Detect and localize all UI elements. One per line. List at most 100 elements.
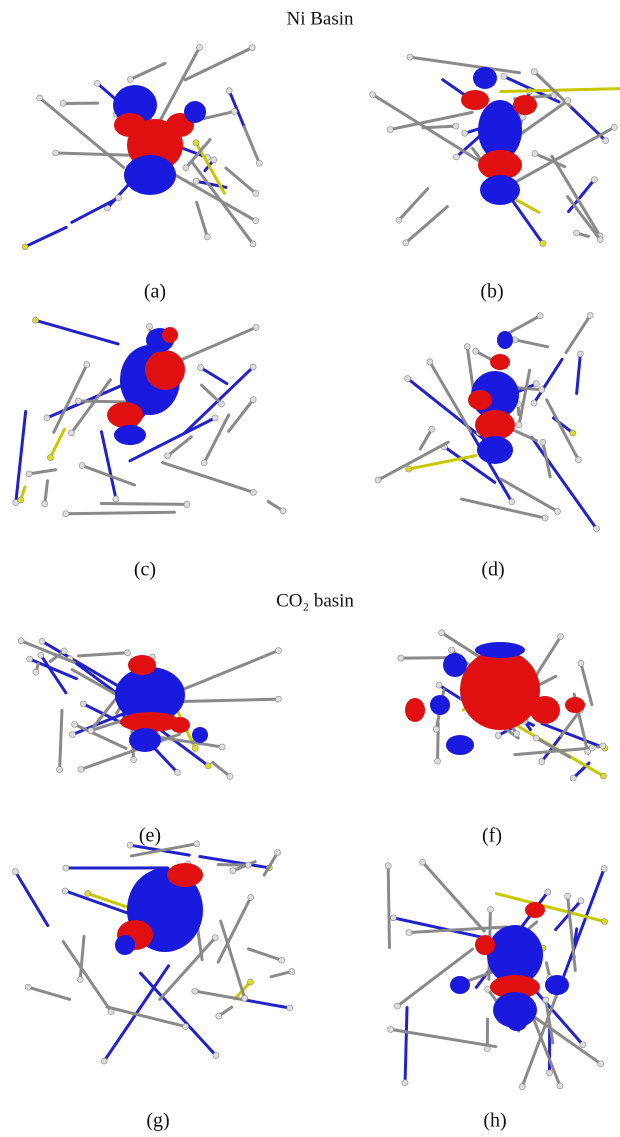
orbital-lobe	[497, 331, 513, 349]
bond	[515, 340, 548, 347]
atom	[22, 244, 28, 250]
atom	[406, 930, 412, 936]
atom	[192, 988, 198, 994]
bond	[510, 127, 614, 185]
atom	[585, 749, 591, 755]
atom	[127, 842, 133, 848]
atom	[205, 763, 211, 769]
atom	[75, 398, 81, 404]
atom	[53, 150, 59, 156]
atom	[33, 669, 39, 675]
atom	[370, 92, 376, 98]
atom	[449, 647, 455, 653]
bond	[405, 1008, 407, 1083]
bond	[401, 658, 453, 659]
atom	[433, 726, 439, 732]
atom	[230, 868, 236, 874]
atom	[587, 313, 593, 319]
bond	[423, 862, 485, 931]
atom	[78, 766, 84, 772]
molecule	[398, 630, 608, 781]
atom	[487, 906, 493, 912]
atom	[533, 381, 539, 387]
orbital-lobe	[405, 698, 425, 722]
bond	[242, 1000, 289, 1008]
bond	[430, 362, 471, 432]
orbital-lobe	[124, 155, 176, 195]
atom	[245, 862, 251, 868]
orbital-lobe	[461, 90, 489, 110]
atom	[514, 731, 520, 737]
panel-label: (h)	[483, 1110, 506, 1132]
atom	[387, 126, 393, 132]
atom	[219, 401, 225, 407]
bond	[195, 991, 242, 999]
orbital-lobe	[162, 327, 178, 343]
atom	[275, 850, 281, 856]
atom	[18, 638, 24, 644]
bond	[467, 347, 473, 390]
atom	[540, 439, 546, 445]
atom	[402, 1080, 408, 1086]
atom	[405, 376, 411, 382]
molecule	[385, 859, 607, 1090]
panel-label: (g)	[146, 1110, 169, 1132]
atom	[25, 984, 31, 990]
orbital-lobe	[192, 727, 208, 743]
atom	[250, 241, 256, 247]
bond	[72, 198, 119, 222]
atom	[501, 73, 507, 79]
atom	[37, 95, 43, 101]
orbital-lobe	[114, 113, 146, 137]
atom	[594, 526, 600, 532]
bond	[202, 385, 222, 404]
atom	[226, 88, 232, 94]
atom	[256, 160, 262, 166]
atom	[558, 634, 564, 640]
bond	[229, 91, 244, 127]
atom	[147, 324, 153, 330]
bond	[248, 949, 281, 960]
atom	[211, 157, 217, 163]
bond	[420, 429, 432, 449]
bond	[66, 512, 175, 513]
molecule	[13, 317, 286, 516]
atom	[194, 841, 200, 847]
atom	[575, 457, 581, 463]
atom	[44, 415, 50, 421]
bond	[36, 320, 119, 344]
bond	[378, 442, 448, 480]
bond	[581, 663, 592, 704]
atom	[406, 466, 412, 472]
atom	[385, 863, 391, 869]
bond	[162, 463, 253, 493]
atom	[429, 426, 435, 432]
bond	[56, 153, 132, 155]
atom	[473, 348, 479, 354]
atom	[602, 918, 608, 924]
atom	[394, 1003, 400, 1009]
atom	[600, 743, 606, 749]
orbital-lobe	[446, 735, 474, 755]
orbital-lobe	[480, 175, 520, 205]
panel-label: (c)	[134, 559, 156, 581]
atom	[453, 123, 459, 129]
atom	[192, 745, 198, 751]
orbital-lobe	[115, 935, 135, 955]
orbital-lobe	[114, 425, 146, 445]
atom	[533, 735, 539, 741]
atom	[275, 696, 281, 702]
atom	[591, 177, 597, 183]
bond	[568, 197, 601, 240]
bond	[197, 202, 208, 237]
atom	[201, 460, 207, 466]
atom	[453, 154, 459, 160]
bond	[141, 973, 216, 1055]
orbital-lobe	[490, 354, 510, 370]
atom	[464, 344, 470, 350]
atom	[543, 997, 549, 1003]
atom	[212, 415, 218, 421]
atom	[519, 1084, 525, 1090]
orbital-lobe	[475, 410, 515, 440]
panel-label: (e)	[139, 825, 161, 847]
